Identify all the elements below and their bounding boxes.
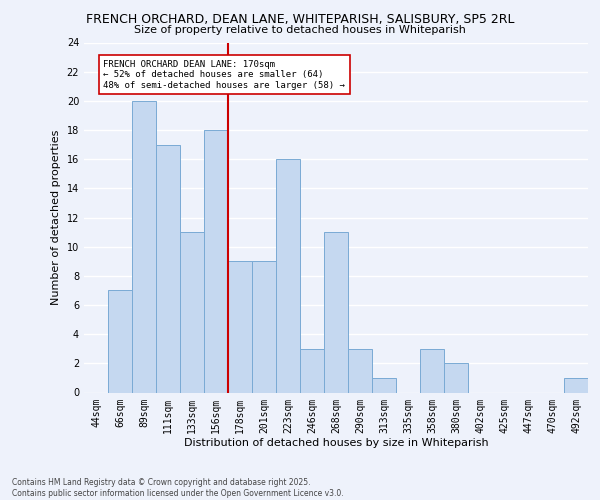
Y-axis label: Number of detached properties: Number of detached properties bbox=[51, 130, 61, 305]
Bar bbox=[252, 261, 276, 392]
Text: FRENCH ORCHARD DEAN LANE: 170sqm
← 52% of detached houses are smaller (64)
48% o: FRENCH ORCHARD DEAN LANE: 170sqm ← 52% o… bbox=[103, 60, 345, 90]
Text: FRENCH ORCHARD, DEAN LANE, WHITEPARISH, SALISBURY, SP5 2RL: FRENCH ORCHARD, DEAN LANE, WHITEPARISH, … bbox=[86, 12, 514, 26]
Bar bbox=[348, 349, 372, 393]
Bar bbox=[444, 364, 468, 392]
Bar bbox=[276, 159, 300, 392]
Bar bbox=[108, 290, 132, 392]
Text: Contains HM Land Registry data © Crown copyright and database right 2025.
Contai: Contains HM Land Registry data © Crown c… bbox=[12, 478, 344, 498]
Text: Size of property relative to detached houses in Whiteparish: Size of property relative to detached ho… bbox=[134, 25, 466, 35]
Bar bbox=[420, 349, 444, 393]
Bar bbox=[372, 378, 396, 392]
Bar bbox=[132, 101, 156, 392]
X-axis label: Distribution of detached houses by size in Whiteparish: Distribution of detached houses by size … bbox=[184, 438, 488, 448]
Bar bbox=[324, 232, 348, 392]
Bar bbox=[300, 349, 324, 393]
Bar bbox=[564, 378, 588, 392]
Bar bbox=[156, 144, 180, 392]
Bar bbox=[204, 130, 228, 392]
Bar bbox=[180, 232, 204, 392]
Bar bbox=[228, 261, 252, 392]
